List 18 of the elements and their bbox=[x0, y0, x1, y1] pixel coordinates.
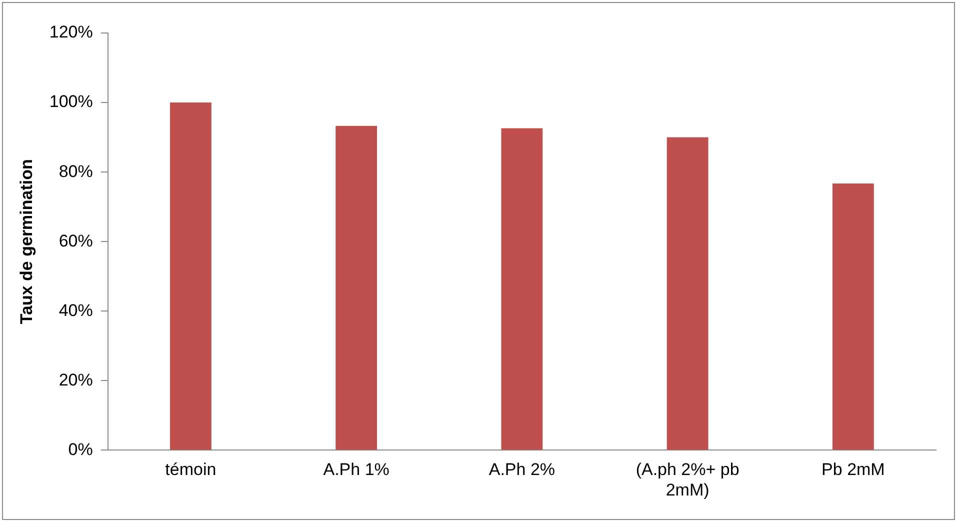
bar bbox=[666, 137, 708, 450]
y-tick-label: 0% bbox=[68, 440, 93, 459]
bar bbox=[501, 128, 543, 450]
y-axis-title: Taux de germination bbox=[16, 159, 36, 324]
y-tick-label: 100% bbox=[49, 92, 93, 112]
bar bbox=[170, 102, 212, 450]
x-tick-label: Pb 2mM bbox=[822, 460, 885, 480]
y-tick-label: 40% bbox=[58, 300, 93, 320]
x-tick-label: A.Ph 1% bbox=[323, 460, 390, 480]
y-tick-label: 60% bbox=[58, 231, 93, 250]
y-tick-label: 20% bbox=[58, 370, 93, 390]
bar bbox=[336, 126, 378, 450]
x-tick-label: témoin bbox=[165, 460, 216, 480]
y-tick-label: 120% bbox=[49, 22, 93, 42]
y-tick-label: 80% bbox=[58, 162, 93, 181]
x-tick-label: (A.ph 2%+ pb 2mM) bbox=[636, 460, 740, 500]
bar bbox=[832, 184, 874, 450]
x-tick-label: A.Ph 2% bbox=[488, 460, 556, 480]
